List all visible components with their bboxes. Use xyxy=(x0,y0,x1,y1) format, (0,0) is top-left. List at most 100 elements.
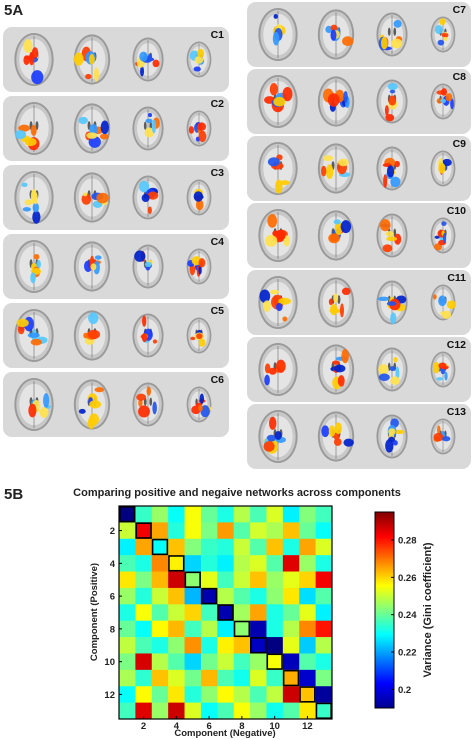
heatmap-cell xyxy=(282,555,300,572)
heatmap-cell xyxy=(282,637,300,654)
colorbar-tick-label: 0.22 xyxy=(398,648,417,659)
component-label: C4 xyxy=(210,236,224,248)
heatmap-cell xyxy=(217,538,234,556)
heatmap-cell xyxy=(184,653,202,671)
diagonal-cell-outline xyxy=(299,686,316,703)
heatmap-cell xyxy=(299,555,316,572)
chart-title: Comparing positive and negaive networks … xyxy=(73,487,401,499)
heatmap-cell xyxy=(200,686,218,703)
heatmap-cell xyxy=(168,587,185,605)
heatmap-cell xyxy=(151,506,169,523)
brain-slice xyxy=(14,239,54,294)
heatmap-cell xyxy=(151,686,169,703)
heatmap-cell xyxy=(250,604,267,621)
colorbar-tick-label: 0.26 xyxy=(398,573,417,584)
component-row-c2: C2 xyxy=(3,96,229,161)
heatmap-cell xyxy=(217,669,234,687)
heatmap-cell xyxy=(151,702,169,720)
x-tick-label: 12 xyxy=(302,721,313,732)
heatmap-cell xyxy=(119,653,136,671)
heatmap-cell xyxy=(315,669,333,687)
brain-slice xyxy=(132,382,164,427)
x-tick-label: 6 xyxy=(206,721,211,732)
brain-slice xyxy=(430,16,456,53)
heatmap-cell xyxy=(282,506,300,523)
colorbar-tick-label: 0.28 xyxy=(398,536,417,547)
heatmap-cell xyxy=(315,637,333,654)
heatmap-cell xyxy=(217,637,234,654)
component-label: C7 xyxy=(452,4,466,16)
heatmap-cell xyxy=(151,604,169,621)
brain-slice xyxy=(430,217,456,254)
x-tick-label: 2 xyxy=(141,721,146,732)
y-axis-ticks: 2 4 6 8 10 12 xyxy=(104,526,122,701)
heatmap-cell xyxy=(135,571,153,589)
component-row-c10: C10 xyxy=(247,203,471,268)
heatmap-cell xyxy=(299,620,316,638)
brain-slice xyxy=(258,74,298,129)
y-axis-label: Component (Positive) xyxy=(89,563,100,661)
heatmap-cell xyxy=(315,620,333,638)
heatmap-cell xyxy=(217,620,234,638)
brain-slice xyxy=(73,310,111,361)
heatmap-cell xyxy=(299,669,316,687)
brain-slice xyxy=(376,414,408,459)
colorbar-tick-label: 0.2 xyxy=(398,685,411,696)
heatmap-cell xyxy=(266,686,284,703)
heatmap-cell xyxy=(168,506,185,523)
heatmap-cell xyxy=(250,620,267,638)
brain-slice xyxy=(14,377,54,432)
heatmap-cell xyxy=(315,653,333,671)
heatmap-cell xyxy=(119,702,136,720)
y-tick-label: 6 xyxy=(110,592,115,603)
component-row-c13: C13 xyxy=(247,404,471,469)
heatmap-cell xyxy=(282,620,300,638)
heatmap-cell xyxy=(135,669,153,687)
heatmap-cell xyxy=(315,604,333,621)
heatmap-cell xyxy=(233,522,251,540)
heatmap-cell xyxy=(119,555,136,572)
heatmap-cell xyxy=(250,686,267,703)
component-label: C2 xyxy=(210,98,224,110)
brain-slice xyxy=(132,244,164,289)
heatmap-cell xyxy=(315,506,333,523)
x-tick-label: 4 xyxy=(174,721,180,732)
heatmap-cell xyxy=(299,506,316,523)
heatmap-cell xyxy=(250,538,267,556)
heatmap-cell xyxy=(119,571,136,589)
heatmap-cell xyxy=(315,555,333,572)
heatmap-cell xyxy=(135,587,153,605)
brain-slice xyxy=(132,106,164,151)
heatmap-cell xyxy=(119,506,136,523)
heatmap-cell xyxy=(250,555,267,572)
heatmap-cell xyxy=(233,555,251,572)
heatmap-cell xyxy=(282,604,300,621)
heatmap-cell xyxy=(184,686,202,703)
brain-slice xyxy=(14,170,54,225)
heatmap-cell xyxy=(135,686,153,703)
component-row-c11: C11 xyxy=(247,270,471,335)
heatmap-cell xyxy=(315,571,333,589)
brain-slice xyxy=(186,248,212,285)
brain-slice xyxy=(317,344,355,395)
brain-slice xyxy=(258,7,298,62)
heatmap-cell xyxy=(135,506,153,523)
diagonal-cell-outline xyxy=(217,604,234,621)
heatmap-cell xyxy=(184,538,202,556)
heatmap-cell xyxy=(168,604,185,621)
heatmap-cell xyxy=(217,555,234,572)
heatmap-cell xyxy=(282,571,300,589)
heatmap-cell xyxy=(266,506,284,523)
component-row-c6: C6 xyxy=(3,372,229,437)
y-tick-label: 12 xyxy=(104,690,115,701)
heatmap-cell xyxy=(315,587,333,605)
heatmap-cell xyxy=(299,538,316,556)
heatmap-cell xyxy=(315,702,333,720)
heatmap-cell xyxy=(233,686,251,703)
brain-slice xyxy=(376,280,408,325)
component-row-c12: C12 xyxy=(247,337,471,402)
heatmap-cell xyxy=(233,669,251,687)
component-label: C11 xyxy=(447,272,466,284)
brain-slice xyxy=(14,101,54,156)
